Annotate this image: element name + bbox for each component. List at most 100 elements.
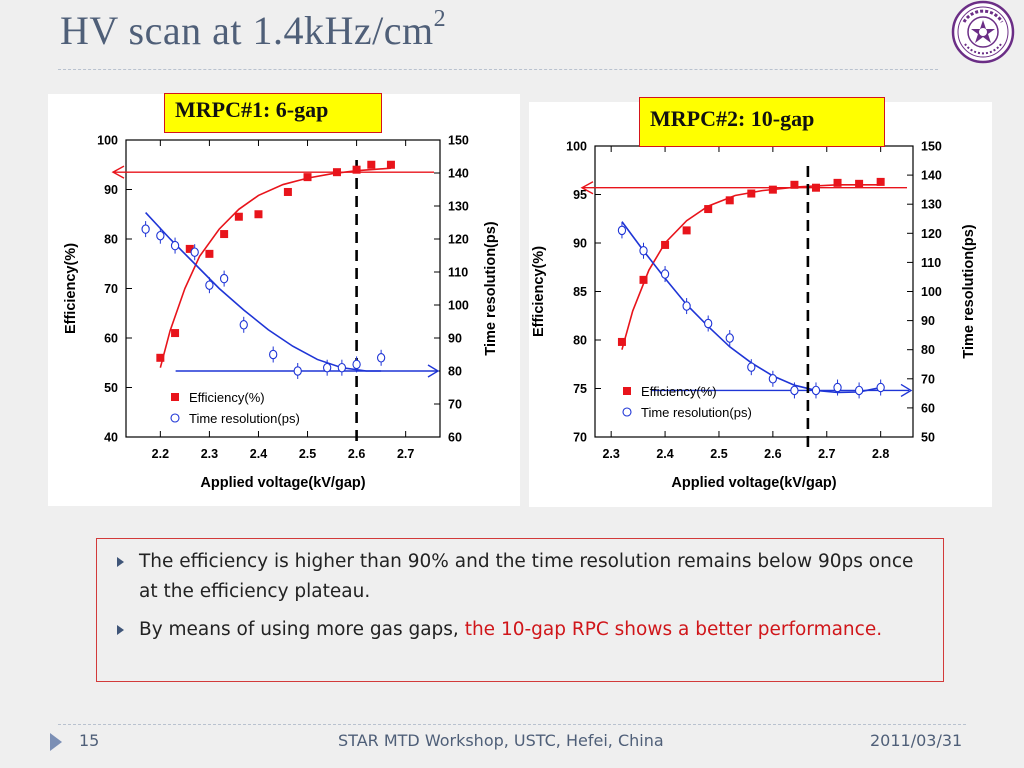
efficiency-point <box>171 329 180 338</box>
x-tick-label: 2.6 <box>348 447 365 461</box>
efficiency-point <box>205 249 214 258</box>
y2-axis-label: Time resolution(ps) <box>961 224 977 358</box>
title-divider <box>58 69 938 70</box>
y2-tick-label: 130 <box>921 198 942 212</box>
y2-tick-label: 100 <box>921 285 942 299</box>
y2-axis-label: Time resolution(ps) <box>483 221 499 355</box>
efficiency-point <box>185 244 194 253</box>
time-resolution-point <box>639 246 648 256</box>
slide-title: HV scan at 1.4kHz/cm2 <box>60 6 446 54</box>
time-resolution-point <box>337 362 347 373</box>
x-tick-label: 2.4 <box>250 447 267 461</box>
chart-panel-mrpc2: 2.3 2.4 2.5 2.6 2.7 2.8 70 75 80 85 90 95 100 50 60 70 8… <box>529 102 992 507</box>
y2-tick-label: 130 <box>448 200 469 214</box>
footer-arrow-icon <box>50 733 62 751</box>
x-tick-label: 2.3 <box>201 447 218 461</box>
y2-tick-label: 150 <box>921 140 942 154</box>
y2-tick-label: 60 <box>448 431 462 445</box>
y2-tick-label: 60 <box>921 401 935 415</box>
y2-tick-label: 110 <box>448 266 468 280</box>
efficiency-point <box>367 160 376 169</box>
efficiency-point <box>855 179 864 188</box>
y2-tick-label: 90 <box>921 314 935 328</box>
y2-tick-label: 120 <box>921 227 942 241</box>
slide-title-superscript: 2 <box>433 6 447 32</box>
time-resolution-point <box>876 382 885 393</box>
y-tick-label: 50 <box>104 381 118 395</box>
efficiency-point <box>283 187 292 196</box>
efficiency-point <box>833 178 842 187</box>
y2-tick-label: 100 <box>448 299 469 313</box>
efficiency-point <box>617 337 626 346</box>
footer-date: 2011/03/31 <box>870 731 963 750</box>
time-resolution-point <box>790 385 799 396</box>
time-resolution-point <box>660 269 670 279</box>
x-tick-label: 2.5 <box>299 447 316 461</box>
efficiency-point <box>747 189 756 198</box>
y-tick-label: 100 <box>97 134 118 148</box>
time-resolution-point <box>747 362 756 372</box>
time-resolution-point <box>156 230 165 241</box>
university-seal-icon <box>951 0 1015 64</box>
efficiency-point <box>254 210 263 219</box>
efficiency-point <box>704 205 713 214</box>
y2-tick-label: 120 <box>448 233 469 247</box>
time-resolution-point <box>205 280 214 290</box>
time-resolution-point <box>141 224 150 234</box>
time-resolution-point <box>219 273 229 284</box>
time-resolution-point <box>682 301 691 311</box>
y-axis-label: Efficiency(%) <box>531 246 547 337</box>
efficiency-arrow-head <box>580 181 594 195</box>
time-resolution-point <box>239 320 248 330</box>
efficiency-point <box>725 196 734 205</box>
efficiency-point <box>156 353 165 362</box>
y-tick-label: 80 <box>104 233 118 247</box>
efficiency-point <box>220 230 229 239</box>
x-tick-label: 2.3 <box>602 447 619 461</box>
y-tick-label: 80 <box>573 334 587 348</box>
efficiency-fit-curve <box>621 184 881 350</box>
y2-tick-label: 80 <box>448 365 462 379</box>
y2-tick-label: 80 <box>921 343 935 357</box>
chart-panel-mrpc1: 2.2 2.3 2.4 2.5 2.6 2.7 40 50 60 70 80 90 100 60 70 80 9… <box>48 94 520 506</box>
efficiency-point <box>661 240 670 249</box>
efficiency-point <box>332 168 341 177</box>
y2-tick-label: 140 <box>448 167 469 181</box>
time-resolution-point <box>768 374 778 384</box>
y2-tick-label: 150 <box>448 134 469 148</box>
chart-mrpc2: 2.3 2.4 2.5 2.6 2.7 2.8 70 75 80 85 90 95 100 50 60 70 8… <box>531 140 977 492</box>
time-resolution-point <box>352 359 361 370</box>
efficiency-point <box>352 165 361 174</box>
chart-mrpc1: 2.2 2.3 2.4 2.5 2.6 2.7 40 50 60 70 80 90 100 60 70 80 9… <box>63 134 499 492</box>
time-resolution-point <box>704 318 713 329</box>
y2-tick-label: 70 <box>921 372 935 386</box>
efficiency-point <box>811 183 820 192</box>
bullet-highlight-text: the 10-gap RPC shows a better performanc… <box>464 619 883 640</box>
y2-tick-label: 50 <box>921 431 935 445</box>
time-resolution-point <box>190 247 199 257</box>
x-axis-label: Applied voltage(kV/gap) <box>200 475 365 491</box>
slide-title-text: HV scan at 1.4kHz/cm <box>60 8 434 53</box>
y-tick-label: 70 <box>573 431 587 445</box>
time-resolution-point <box>376 353 386 363</box>
legend-efficiency-label: Efficiency(%) <box>641 384 717 399</box>
time-resolution-point <box>811 385 821 396</box>
legend-efficiency-label: Efficiency(%) <box>189 390 265 405</box>
x-tick-label: 2.6 <box>764 447 781 461</box>
page-number: 15 <box>79 731 100 750</box>
y2-tick-label: 140 <box>921 169 942 183</box>
bullet-item: By means of using more gas gaps, the 10-… <box>115 615 923 645</box>
legend-efficiency-marker <box>623 387 631 395</box>
y-tick-label: 100 <box>566 140 587 154</box>
footer-event: STAR MTD Workshop, USTC, Hefei, China <box>338 731 664 750</box>
x-tick-label: 2.7 <box>818 447 835 461</box>
legend-time-resolution-label: Time resolution(ps) <box>189 411 300 426</box>
legend-efficiency-marker <box>171 393 179 401</box>
efficiency-point <box>639 275 648 284</box>
efficiency-arrow-head <box>111 165 125 179</box>
y2-tick-label: 70 <box>448 398 462 412</box>
x-axis-label: Applied voltage(kV/gap) <box>671 475 836 491</box>
legend-time-resolution-label: Time resolution(ps) <box>641 405 752 420</box>
x-tick-label: 2.4 <box>656 447 673 461</box>
y-tick-label: 95 <box>573 188 587 202</box>
